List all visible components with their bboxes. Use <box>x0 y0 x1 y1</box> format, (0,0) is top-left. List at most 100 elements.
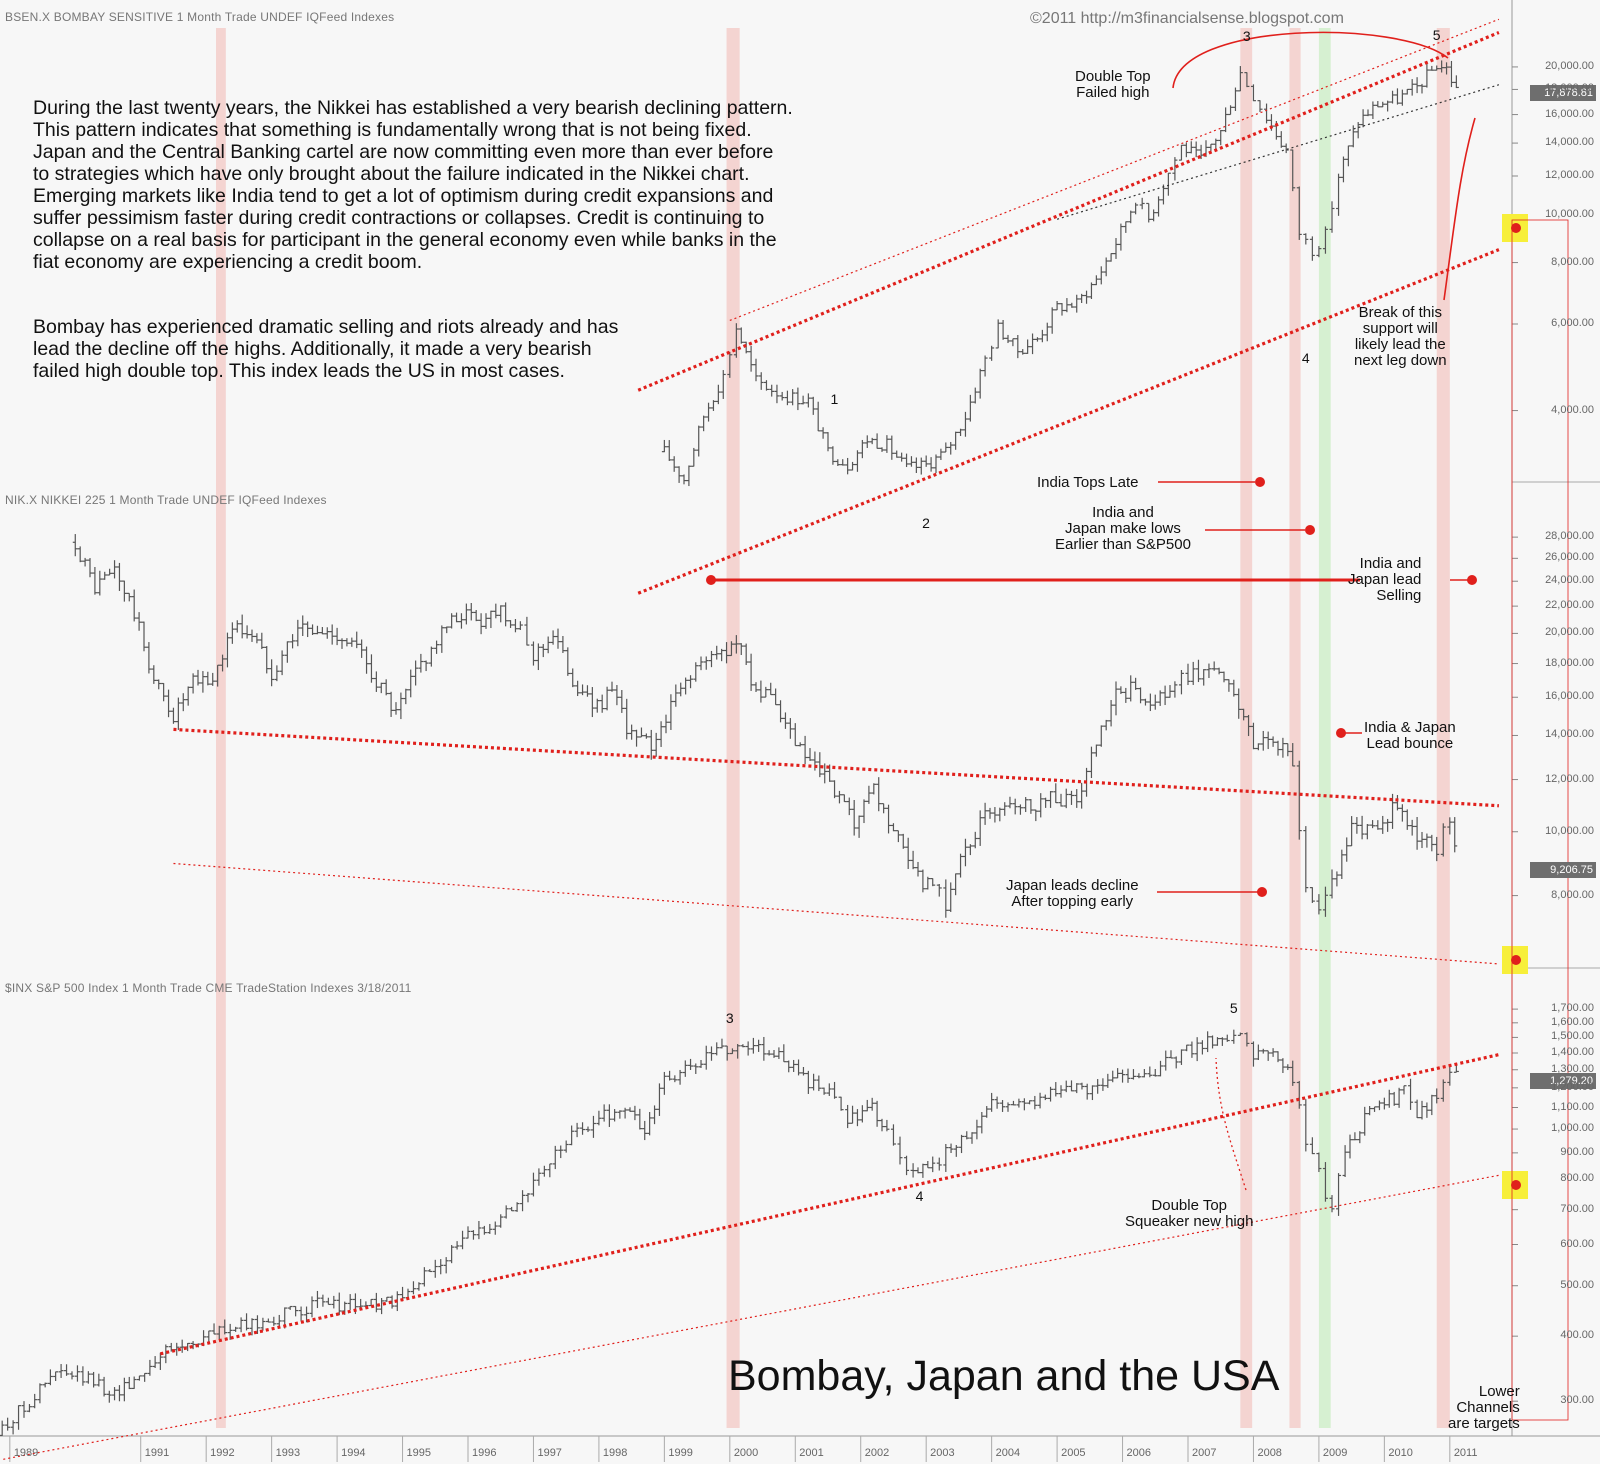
x-tick-label: 1997 <box>537 1447 562 1459</box>
highlight-bombay-dot <box>1511 223 1521 233</box>
y-tick-label: 1,600.00 <box>1551 1015 1594 1028</box>
y-tick-label: 20,000.00 <box>1545 626 1594 639</box>
credit-link[interactable]: ©2011 http://m3financialsense.blogspot.c… <box>1030 10 1344 27</box>
shaded-period-2 <box>1240 28 1253 1428</box>
dot-lead-selling-b <box>1467 575 1477 585</box>
shaded-period-1 <box>726 28 740 1428</box>
y-tick-label: 300.00 <box>1560 1394 1594 1407</box>
shaded-period-0 <box>216 28 226 1428</box>
trendline-p2-1 <box>3 1174 1500 1460</box>
x-tick-label: 1991 <box>144 1447 170 1459</box>
annotation-break-support: Break of this support will likely lead t… <box>1354 304 1447 369</box>
x-tick-label: 1995 <box>406 1447 432 1459</box>
annotation-india-japan-bounce: India & Japan Lead bounce <box>1364 719 1456 752</box>
shaded-period-4 <box>1318 28 1331 1428</box>
wave-label: 3 <box>725 1009 734 1026</box>
arrow-squeaker <box>1215 1057 1247 1191</box>
y-tick-label: 800.00 <box>1560 1172 1594 1185</box>
y-tick-label: 1,000.00 <box>1551 1122 1594 1135</box>
x-tick-label: 1992 <box>210 1447 235 1459</box>
annotation-india-japan-lead-selling: India and Japan lead Selling <box>1348 555 1422 604</box>
y-tick-label: 22,000.00 <box>1545 599 1594 612</box>
dot-japan-decline <box>1257 887 1267 897</box>
annotation-double-top-failed: Double Top Failed high <box>1075 68 1151 101</box>
x-tick-label: 2001 <box>799 1447 824 1459</box>
x-tick-label: 2006 <box>1126 1447 1152 1459</box>
arrow-break-support <box>1443 117 1476 301</box>
y-tick-label: 500.00 <box>1560 1278 1594 1291</box>
sp500-header: $INX S&P 500 Index 1 Month Trade CME Tra… <box>5 981 412 995</box>
y-tick-label: 1,200.00 <box>1551 1080 1594 1093</box>
x-tick-label: 2007 <box>1192 1447 1217 1459</box>
wave-label: 4 <box>1301 349 1310 366</box>
dot-india-tops <box>1255 477 1265 487</box>
wave-label: 4 <box>915 1188 924 1205</box>
x-tick-label: 2004 <box>995 1447 1021 1459</box>
bombay-last-value: 17,878.81 <box>1530 85 1596 101</box>
y-tick-label: 6,000.00 <box>1551 317 1594 329</box>
x-tick-label: 2008 <box>1257 1447 1282 1459</box>
annotation-double-top-squeaker: Double Top Squeaker new high <box>1125 1197 1254 1230</box>
y-tick-label: 16,000.00 <box>1545 690 1594 703</box>
dot-india-japan-lows <box>1305 525 1315 535</box>
trendline-p0-0 <box>637 31 1500 392</box>
annotation-japan-leads-decline: Japan leads decline After topping early <box>1006 877 1139 910</box>
y-tick-label: 14,000.00 <box>1545 136 1594 149</box>
annotation-india-tops-late: India Tops Late <box>1037 474 1139 491</box>
x-tick-label: 2003 <box>930 1447 955 1459</box>
y-tick-label: 28,000.00 <box>1545 530 1594 543</box>
shaded-period-5 <box>1436 28 1450 1428</box>
y-tick-label: 1,300.00 <box>1551 1062 1594 1075</box>
trendline-p2-0 <box>160 1053 1500 1356</box>
trendline-p1-0 <box>173 727 1500 808</box>
commentary-paragraph-1: During the last twenty years, the Nikkei… <box>33 97 793 273</box>
wave-label: 5 <box>1432 27 1441 44</box>
nikkei-header: NIK.X NIKKEI 225 1 Month Trade UNDEF IQF… <box>5 493 327 507</box>
x-tick-label: 2005 <box>1061 1447 1086 1459</box>
x-tick-label: 1989 <box>13 1447 39 1459</box>
nikkei-last-value: 9,206.75 <box>1530 862 1596 878</box>
y-tick-label: 20,000.00 <box>1545 59 1594 72</box>
trendline-p0-3 <box>1056 84 1500 220</box>
y-tick-label: 700.00 <box>1560 1202 1594 1215</box>
y-tick-label: 24,000.00 <box>1545 574 1594 587</box>
y-tick-label: 1,400.00 <box>1551 1045 1594 1058</box>
x-tick-label: 1998 <box>602 1447 628 1459</box>
y-tick-label: 8,000.00 <box>1551 888 1594 901</box>
x-tick-label: 2000 <box>733 1447 759 1459</box>
y-tick-label: 1,100.00 <box>1551 1100 1594 1113</box>
x-tick-label: 2009 <box>1322 1447 1348 1459</box>
y-tick-label: 8,000.00 <box>1551 255 1594 268</box>
highlight-sp500-dot <box>1511 1180 1521 1190</box>
wave-label: 1 <box>830 391 839 408</box>
y-tick-label: 26,000.00 <box>1545 551 1594 564</box>
y-tick-label: 4,000.00 <box>1551 403 1594 416</box>
annotation-india-japan-lows: India and Japan make lows Earlier than S… <box>1055 504 1191 553</box>
y-tick-label: 12,000.00 <box>1545 772 1594 785</box>
sp500-last-value: 1,279.20 <box>1530 1073 1596 1089</box>
y-tick-label: 1,500.00 <box>1551 1030 1594 1043</box>
x-tick-label: 2010 <box>1388 1447 1413 1459</box>
y-tick-label: 600.00 <box>1560 1237 1594 1250</box>
trendline-p0-1 <box>637 248 1500 595</box>
y-tick-label: 900.00 <box>1560 1145 1594 1158</box>
y-tick-label: 400.00 <box>1560 1329 1594 1342</box>
trendline-p0-2 <box>729 18 1500 322</box>
annotation-lower-channels: Lower Channels are targets <box>1448 1383 1520 1432</box>
arc-double-top <box>1172 31 1449 89</box>
commentary-paragraph-2: Bombay has experienced dramatic selling … <box>33 316 619 382</box>
y-tick-label: 18,000.00 <box>1545 82 1594 95</box>
chart-title: Bombay, Japan and the USA <box>728 1352 1280 1400</box>
x-tick-label: 1996 <box>472 1447 497 1459</box>
price-bars-panel-1 <box>72 534 1458 918</box>
x-tick-label: 1994 <box>341 1447 366 1459</box>
y-tick-label: 14,000.00 <box>1545 728 1594 741</box>
price-bars-panel-2 <box>0 1029 1459 1437</box>
x-tick-label: 1999 <box>668 1447 693 1459</box>
trendline-p1-1 <box>173 862 1499 965</box>
x-tick-label: 2011 <box>1453 1447 1478 1459</box>
y-tick-label: 10,000.00 <box>1545 824 1594 837</box>
dot-bounce <box>1336 728 1346 738</box>
